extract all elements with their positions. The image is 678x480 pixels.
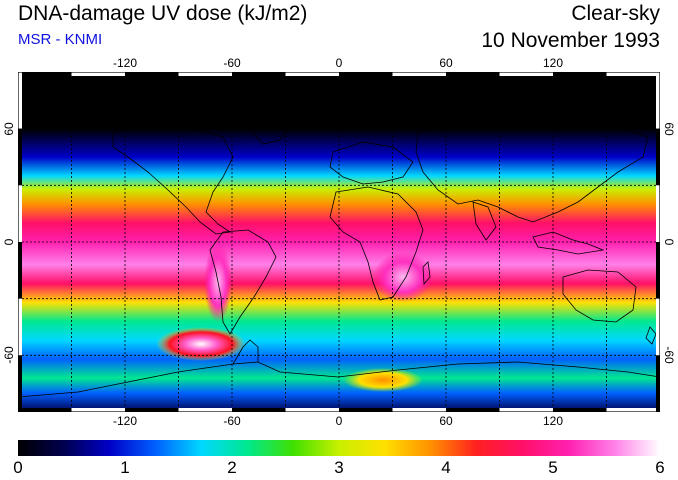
new-zealand-coast: [645, 326, 657, 345]
lat-tick-right: 0: [662, 238, 676, 246]
lat-tick-left: -60: [2, 346, 16, 364]
frame-segment: [125, 408, 179, 412]
frame-segment: [178, 72, 232, 76]
colorbar-tick: 3: [334, 458, 344, 477]
frame-segment: [285, 408, 339, 412]
frame-segment: [553, 408, 607, 412]
lon-tick-bottom: 120: [542, 414, 564, 428]
lat-tick-right: 60: [662, 122, 676, 136]
frame-segment: [656, 72, 660, 129]
frame-segment: [18, 408, 72, 412]
sky-condition-label: Clear-sky: [571, 2, 660, 25]
frame-segment: [71, 72, 125, 76]
lon-tick-bottom: -60: [223, 414, 241, 428]
north-america-coast: [112, 123, 234, 235]
frame-segment: [656, 298, 660, 356]
frame-segment: [232, 408, 286, 412]
frame-segment: [606, 72, 660, 76]
frame-segment: [339, 72, 393, 76]
southeast-asia-islands: [532, 231, 605, 255]
frame-segment: [18, 355, 22, 412]
colorbar-tick: 4: [441, 458, 451, 477]
frame-segment: [232, 72, 286, 76]
frame-segment: [125, 72, 179, 76]
colorbar-tick: 5: [548, 458, 558, 477]
frame-segment: [499, 408, 553, 412]
antarctica-coast: [18, 361, 660, 398]
lat-tick-right: -60: [662, 346, 676, 364]
frame-segment: [606, 408, 660, 412]
ozone-hole-uv-maximum: [156, 327, 246, 361]
lon-tick-bottom: 0: [335, 414, 343, 428]
lat-tick-left: 60: [2, 122, 16, 136]
map-title: DNA-damage UV dose (kJ/m2): [18, 2, 308, 25]
colorbar-tick: 1: [120, 458, 130, 477]
uv-dose-map: [18, 72, 660, 412]
colorbar-scale: [18, 440, 660, 456]
frame-segment: [71, 408, 125, 412]
lon-tick-top: -60: [223, 56, 241, 70]
graticule: [18, 72, 660, 412]
greenland-coast: [247, 109, 294, 145]
coastlines: [18, 109, 660, 398]
frame-segment: [18, 242, 22, 299]
frame-segment: [392, 72, 446, 76]
madagascar-coast: [422, 261, 431, 286]
frame-segment: [392, 408, 446, 412]
frame-segment: [656, 355, 660, 412]
frame-segment: [446, 408, 500, 412]
frame-segment: [178, 408, 232, 412]
source-label: MSR - KNMI: [18, 31, 103, 48]
south-america-coast: [209, 229, 277, 335]
lat-tick-left: 0: [2, 238, 16, 246]
frame-segment: [18, 185, 22, 242]
lon-tick-bottom: 60: [439, 414, 453, 428]
frame-segment: [339, 408, 393, 412]
colorbar-tick: 0: [13, 458, 23, 477]
frame-segment: [18, 72, 22, 129]
australia-coast: [562, 269, 637, 323]
frame-segment: [285, 72, 339, 76]
frame-segment: [499, 72, 553, 76]
frame-segment: [656, 185, 660, 242]
frame-segment: [18, 298, 22, 356]
antarctic-peninsula-coast: [232, 339, 259, 365]
indian-subcontinent-coast: [472, 201, 497, 241]
colorbar-tick: 6: [655, 458, 665, 477]
lon-tick-top: 60: [439, 56, 453, 70]
lon-tick-bottom: -120: [112, 414, 138, 428]
map-frame: [18, 72, 660, 412]
frame-segment: [553, 72, 607, 76]
asia-coast: [415, 116, 649, 223]
africa-coast: [329, 186, 424, 301]
europe-coast: [329, 141, 414, 185]
colorbar-tick: 2: [227, 458, 237, 477]
lon-tick-top: 0: [335, 56, 343, 70]
frame-segment: [656, 242, 660, 299]
frame-segment: [446, 72, 500, 76]
lon-tick-top: 120: [542, 56, 564, 70]
frame-segment: [656, 128, 660, 186]
frame-segment: [18, 72, 72, 76]
southern-africa-uv-patch: [373, 252, 433, 302]
lon-tick-top: -120: [112, 56, 138, 70]
date-label: 10 November 1993: [481, 29, 660, 52]
frame-segment: [18, 128, 22, 186]
colorbar: [18, 440, 660, 456]
